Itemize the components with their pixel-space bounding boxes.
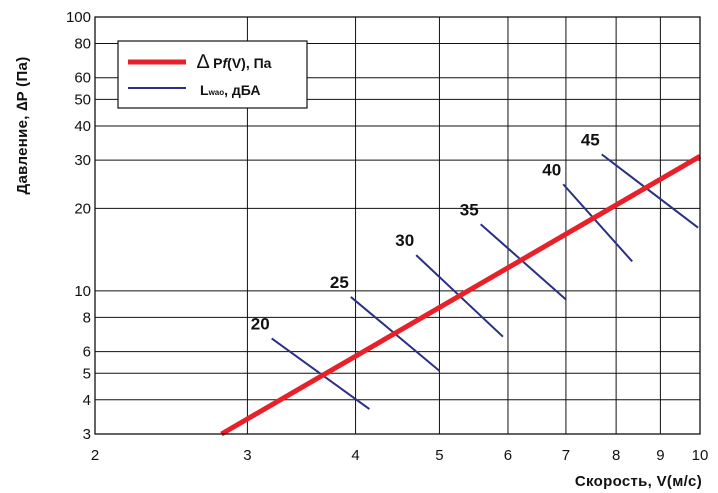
x-tick-label: 2 bbox=[91, 447, 99, 464]
y-tick-label: 40 bbox=[74, 118, 91, 135]
sound-level-line bbox=[601, 153, 699, 229]
y-tick-label: 50 bbox=[74, 91, 91, 108]
sound-level-label: 35 bbox=[460, 200, 479, 219]
y-axis-label: Давление, ∆P (Па) bbox=[14, 57, 31, 195]
x-tick-label: 6 bbox=[504, 447, 512, 464]
y-tick-label: 8 bbox=[83, 309, 91, 326]
y-tick-label: 80 bbox=[74, 36, 91, 53]
x-tick-label: 4 bbox=[351, 447, 359, 464]
x-axis-label: Скорость, V(м/с) bbox=[575, 473, 702, 490]
y-tick-label: 5 bbox=[83, 365, 91, 382]
y-tick-label: 100 bbox=[66, 9, 91, 26]
x-tick-label: 10 bbox=[692, 447, 709, 464]
y-tick-label: 4 bbox=[83, 392, 91, 409]
legend-box bbox=[117, 40, 308, 109]
x-tick-label: 8 bbox=[612, 447, 620, 464]
y-tick-label: 10 bbox=[74, 283, 91, 300]
sound-level-line bbox=[480, 223, 567, 301]
legend: ∆ Pf(V), Па Lwao, дБА bbox=[117, 40, 308, 109]
y-tick-label: 6 bbox=[83, 344, 91, 361]
y-tick-label: 3 bbox=[83, 426, 91, 443]
legend-label-pressure: ∆ Pf(V), Па bbox=[197, 51, 272, 73]
pressure-curve-line bbox=[220, 154, 702, 437]
series-layer: 20 25 30 35 40 45 bbox=[220, 130, 702, 437]
sound-level-label: 20 bbox=[251, 314, 270, 333]
x-tick-label: 5 bbox=[435, 447, 443, 464]
y-tick-label: 30 bbox=[74, 152, 91, 169]
sound-level-line bbox=[562, 183, 633, 263]
sound-level-label: 30 bbox=[395, 231, 414, 250]
y-tick-label: 20 bbox=[74, 200, 91, 217]
x-tick-label: 9 bbox=[656, 447, 664, 464]
sound-level-label: 40 bbox=[542, 160, 561, 179]
y-tick-label: 60 bbox=[74, 70, 91, 87]
x-tick-label: 7 bbox=[562, 447, 570, 464]
plot-frame bbox=[94, 16, 701, 435]
x-tick-label: 3 bbox=[243, 447, 251, 464]
sound-level-label: 45 bbox=[581, 130, 600, 149]
sound-level-label: 25 bbox=[330, 273, 349, 292]
legend-label-sound: Lwao, дБА bbox=[200, 82, 260, 98]
